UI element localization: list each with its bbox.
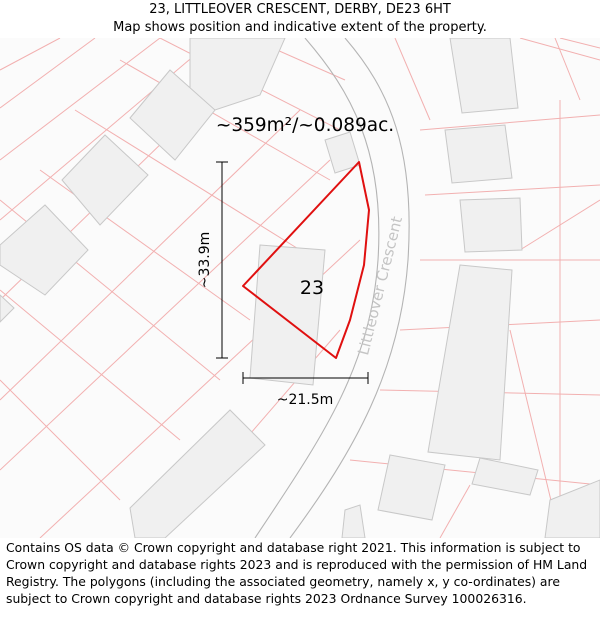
area-label: ~359m²/~0.089ac. <box>216 115 394 136</box>
buildings <box>0 38 600 538</box>
street-name-label: Littleover Crescent <box>354 215 406 357</box>
map-header: 23, LITTLEOVER CRESCENT, DERBY, DE23 6HT… <box>0 0 600 36</box>
width-label: ~21.5m <box>277 392 334 408</box>
height-dimension-line <box>216 161 228 359</box>
width-dimension-line <box>242 372 369 384</box>
height-label: ~33.9m <box>197 232 213 289</box>
property-address-title: 23, LITTLEOVER CRESCENT, DERBY, DE23 6HT <box>149 2 451 17</box>
house-number-label: 23 <box>300 277 324 299</box>
copyright-attribution: Contains OS data © Crown copyright and d… <box>6 540 588 606</box>
map-subtitle: Map shows position and indicative extent… <box>113 20 487 35</box>
property-boundary[interactable] <box>242 161 370 359</box>
road-littleover-crescent <box>254 38 410 538</box>
map-canvas[interactable]: ~359m²/~0.089ac. ~33.9m ~21.5m 23 Little… <box>0 38 600 538</box>
